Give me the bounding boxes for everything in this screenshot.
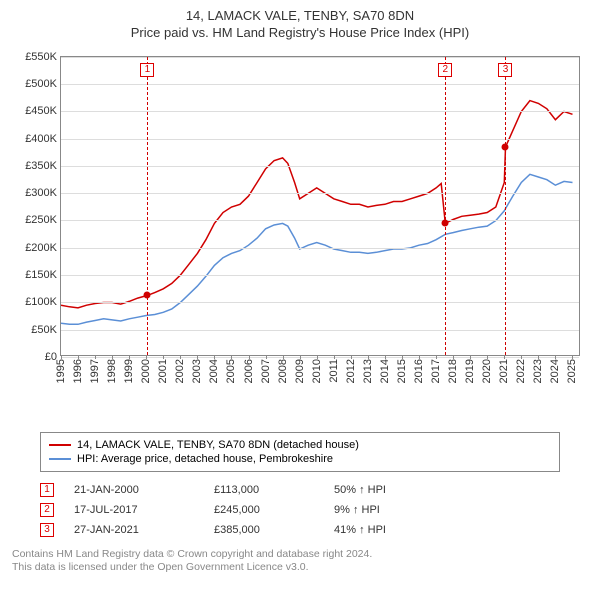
gridline-h [61,357,579,358]
plot-area: £0£50K£100K£150K£200K£250K£300K£350K£400… [60,56,580,356]
x-tick-label: 2019 [464,359,476,383]
gridline-h [61,220,579,221]
event-row: 3 27-JAN-2021£385,00041% ↑ HPI [40,520,560,540]
y-tick-label: £400K [25,133,57,145]
gridline-h [61,275,579,276]
footer-note: Contains HM Land Registry data © Crown c… [12,548,588,575]
gridline-h [61,330,579,331]
event-vline [445,57,446,355]
x-tick-label: 1995 [55,359,67,383]
gridline-h [61,139,579,140]
event-marker-box: 2 [438,63,452,77]
y-tick-label: £450K [25,105,57,117]
x-tick-label: 2009 [294,359,306,383]
series-price_paid [61,100,573,307]
x-tick-label: 2020 [481,359,493,383]
event-vline [147,57,148,355]
event-row-price: £385,000 [214,524,334,536]
footer-line2: This data is licensed under the Open Gov… [12,561,588,575]
x-tick-label: 1999 [123,359,135,383]
legend-swatch [49,458,71,460]
gridline-h [61,248,579,249]
y-tick-label: £300K [25,187,57,199]
x-tick-label: 2017 [430,359,442,383]
legend: 14, LAMACK VALE, TENBY, SA70 8DN (detach… [40,432,560,472]
event-row-price: £245,000 [214,504,334,516]
y-tick-label: £200K [25,242,57,254]
x-tick-label: 2002 [174,359,186,383]
y-tick-label: £500K [25,78,57,90]
x-tick-label: 2024 [549,359,561,383]
event-point-dot [502,143,509,150]
event-row-marker: 3 [40,523,54,537]
chart-title-line2: Price paid vs. HM Land Registry's House … [12,25,588,42]
x-tick-label: 2012 [345,359,357,383]
event-marker-box: 3 [498,63,512,77]
gridline-h [61,193,579,194]
x-tick-label: 2008 [277,359,289,383]
chart-title-block: 14, LAMACK VALE, TENBY, SA70 8DN Price p… [12,8,588,42]
y-tick-label: £150K [25,269,57,281]
y-tick-label: £550K [25,51,57,63]
chart-lines-svg [61,57,581,357]
y-tick-label: £50K [31,324,57,336]
x-tick-label: 2011 [328,359,340,383]
x-tick-label: 1996 [72,359,84,383]
x-tick-label: 2001 [157,359,169,383]
x-tick-label: 2005 [225,359,237,383]
event-row-date: 27-JAN-2021 [74,524,214,536]
x-tick-label: 1997 [89,359,101,383]
gridline-h [61,302,579,303]
x-tick-label: 2023 [532,359,544,383]
x-tick-label: 2000 [140,359,152,383]
event-marker-box: 1 [140,63,154,77]
gridline-h [61,84,579,85]
x-tick-label: 2007 [260,359,272,383]
legend-row: 14, LAMACK VALE, TENBY, SA70 8DN (detach… [49,438,551,452]
event-row-delta: 50% ↑ HPI [334,484,560,496]
footer-line1: Contains HM Land Registry data © Crown c… [12,548,588,562]
event-row-delta: 41% ↑ HPI [334,524,560,536]
event-row: 1 21-JAN-2000£113,00050% ↑ HPI [40,480,560,500]
events-table: 1 21-JAN-2000£113,00050% ↑ HPI 2 17-JUL-201… [40,480,560,540]
gridline-h [61,166,579,167]
x-tick-label: 2018 [447,359,459,383]
x-tick-label: 2013 [362,359,374,383]
x-tick-label: 1998 [106,359,118,383]
x-tick-label: 2004 [208,359,220,383]
legend-swatch [49,444,71,446]
event-vline [505,57,506,355]
x-tick-label: 2006 [243,359,255,383]
event-row-marker: 2 [40,503,54,517]
legend-row: HPI: Average price, detached house, Pemb… [49,452,551,466]
x-tick-label: 2022 [515,359,527,383]
event-row-date: 17-JUL-2017 [74,504,214,516]
y-tick-label: £350K [25,160,57,172]
y-tick-label: £100K [25,296,57,308]
y-tick-label: £250K [25,214,57,226]
event-row-delta: 9% ↑ HPI [334,504,560,516]
gridline-h [61,111,579,112]
event-row: 2 17-JUL-2017£245,0009% ↑ HPI [40,500,560,520]
legend-label: 14, LAMACK VALE, TENBY, SA70 8DN (detach… [77,439,359,451]
legend-label: HPI: Average price, detached house, Pemb… [77,453,333,465]
chart: £0£50K£100K£150K£200K£250K£300K£350K£400… [12,46,588,426]
x-tick-label: 2010 [311,359,323,383]
event-point-dot [442,220,449,227]
x-tick-label: 2003 [191,359,203,383]
chart-title-line1: 14, LAMACK VALE, TENBY, SA70 8DN [12,8,588,25]
gridline-h [61,57,579,58]
x-tick-label: 2025 [566,359,578,383]
event-row-marker: 1 [40,483,54,497]
event-row-price: £113,000 [214,484,334,496]
event-row-date: 21-JAN-2000 [74,484,214,496]
x-tick-label: 2016 [413,359,425,383]
x-tick-label: 2021 [498,359,510,383]
x-tick-label: 2014 [379,359,391,383]
x-tick-label: 2015 [396,359,408,383]
event-point-dot [144,292,151,299]
